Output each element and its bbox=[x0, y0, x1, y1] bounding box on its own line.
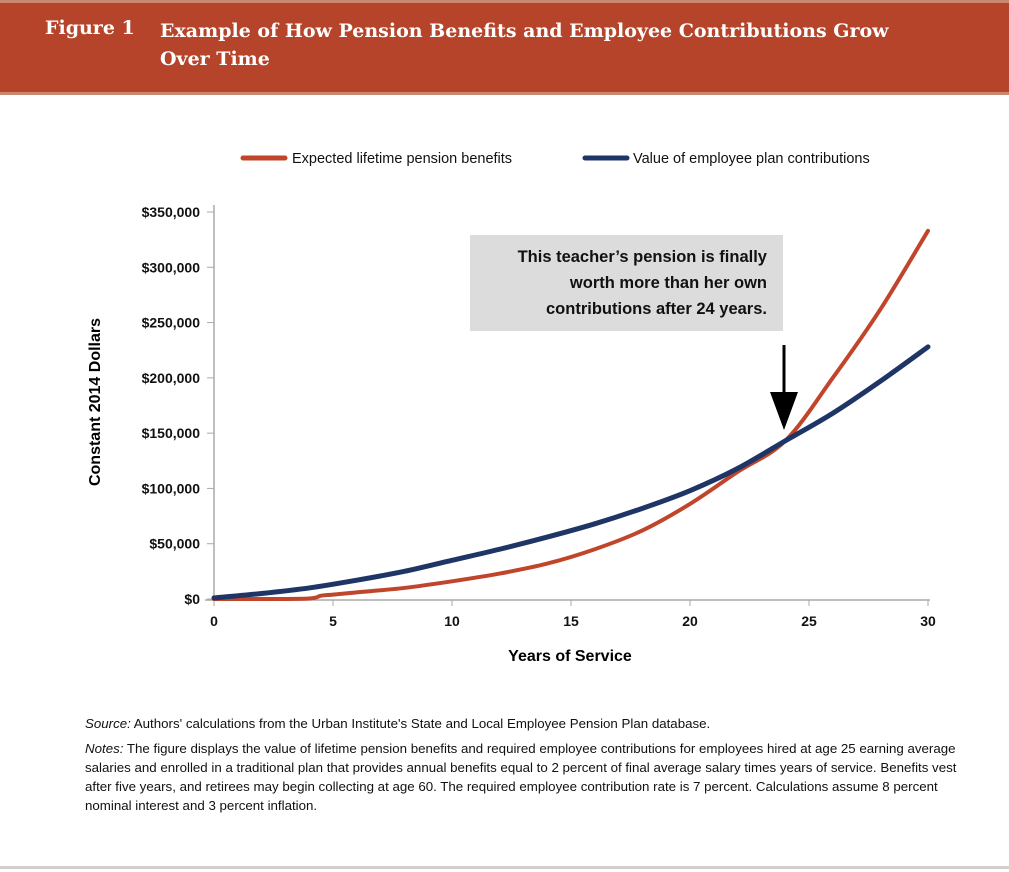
legend: Expected lifetime pension benefits Value… bbox=[240, 151, 870, 167]
x-tick-label: 15 bbox=[563, 613, 579, 629]
legend-label-benefits: Expected lifetime pension benefits bbox=[292, 151, 512, 167]
source-text: Authors' calculations from the Urban Ins… bbox=[130, 716, 711, 731]
y-tick-label: $200,000 bbox=[142, 370, 201, 386]
x-tick-label: 0 bbox=[210, 613, 218, 629]
y-axis-title: Constant 2014 Dollars bbox=[87, 318, 104, 486]
y-tick-label: $0 bbox=[184, 591, 200, 607]
x-tick-label: 10 bbox=[444, 613, 460, 629]
figure-label: Figure 1 bbox=[45, 17, 135, 39]
y-tick-label: $100,000 bbox=[142, 480, 201, 496]
notes-label: Notes: bbox=[85, 741, 124, 756]
legend-label-contributions: Value of employee plan contributions bbox=[633, 151, 870, 167]
x-tick-label: 5 bbox=[329, 613, 337, 629]
figure-notes: Source: Authors' calculations from the U… bbox=[85, 714, 965, 821]
y-tick-label: $50,000 bbox=[149, 536, 200, 552]
x-tick-label: 25 bbox=[801, 613, 817, 629]
notes-text: The figure displays the value of lifetim… bbox=[85, 741, 957, 813]
x-tick-label: 30 bbox=[920, 613, 936, 629]
y-tick-label: $300,000 bbox=[142, 259, 201, 275]
annotation-line: worth more than her own bbox=[569, 274, 767, 292]
series-line-benefits bbox=[212, 228, 930, 602]
y-tick-label: $150,000 bbox=[142, 425, 201, 441]
figure-banner: Figure 1 Example of How Pension Benefits… bbox=[0, 0, 1009, 95]
figure-title: Example of How Pension Benefits and Empl… bbox=[160, 20, 889, 70]
notes-note: Notes: The figure displays the value of … bbox=[85, 739, 965, 815]
annotation-arrow bbox=[770, 345, 798, 430]
annotation-line: contributions after 24 years. bbox=[546, 300, 767, 318]
y-tick-label: $350,000 bbox=[142, 204, 201, 220]
source-label: Source: bbox=[85, 716, 131, 731]
annotation-line: This teacher’s pension is finally bbox=[517, 248, 767, 266]
series-line-contributions bbox=[211, 344, 931, 601]
y-tick-label: $250,000 bbox=[142, 315, 201, 331]
annotation-box: This teacher’s pension is finally worth … bbox=[470, 235, 783, 331]
x-tick-label: 20 bbox=[682, 613, 698, 629]
bottom-divider bbox=[0, 866, 1009, 869]
line-chart: Expected lifetime pension benefits Value… bbox=[87, 151, 936, 665]
x-axis-title: Years of Service bbox=[508, 648, 632, 665]
source-note: Source: Authors' calculations from the U… bbox=[85, 714, 965, 733]
